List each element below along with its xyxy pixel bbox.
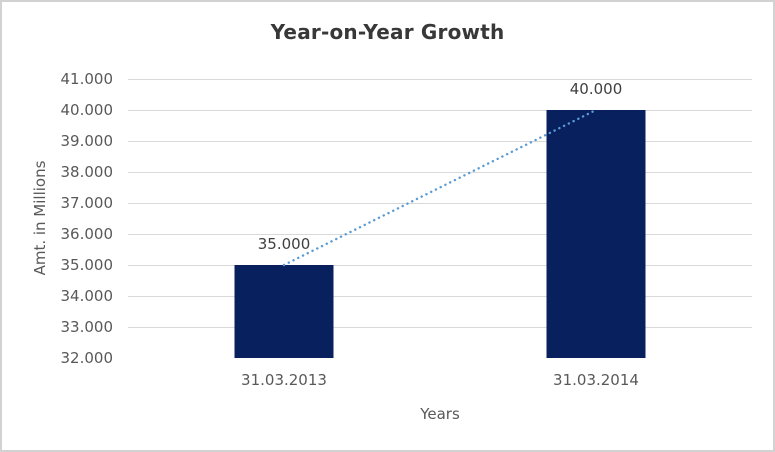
y-tick-label: 34.000 <box>60 287 114 305</box>
y-tick-label: 41.000 <box>60 70 114 88</box>
y-tick-label: 40.000 <box>60 101 114 119</box>
data-label: 35.000 <box>257 235 311 253</box>
plot-area <box>128 79 752 358</box>
y-tick-label: 32.000 <box>60 349 114 367</box>
y-tick-label: 33.000 <box>60 318 114 336</box>
y-tick-label: 36.000 <box>60 225 114 243</box>
x-tick-label: 31.03.2013 <box>241 371 327 389</box>
y-tick-label: 39.000 <box>60 132 114 150</box>
x-axis-title: Years <box>420 405 460 423</box>
y-tick-label: 37.000 <box>60 194 114 212</box>
x-tick-label: 31.03.2014 <box>553 371 639 389</box>
trendline <box>282 108 598 267</box>
bar-31.03.2013 <box>234 265 334 358</box>
chart-title: Year-on-Year Growth <box>270 20 505 44</box>
bar-31.03.2014 <box>546 110 646 358</box>
y-tick-label: 35.000 <box>60 256 114 274</box>
data-label: 40.000 <box>569 80 623 98</box>
y-tick-label: 38.000 <box>60 163 114 181</box>
